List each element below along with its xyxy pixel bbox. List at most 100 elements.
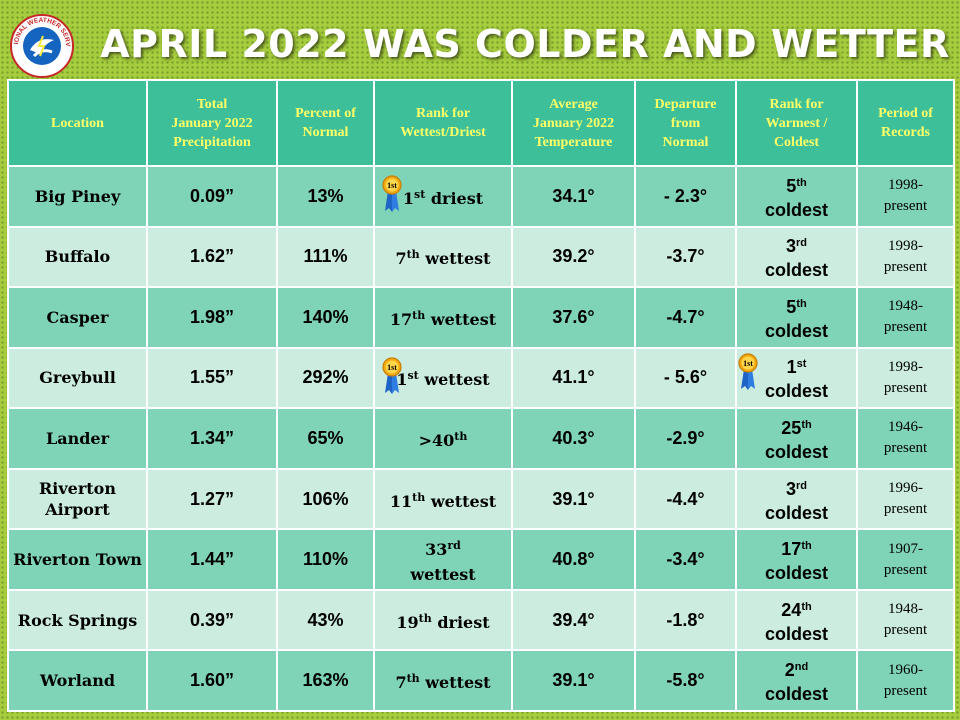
- departure-value: - 5.6°: [663, 367, 708, 388]
- warm-cold-rank-label: coldest: [764, 502, 829, 523]
- location-name: Worland: [39, 671, 116, 691]
- warm-cold-rank-number: 24: [781, 599, 802, 620]
- column-header-text: from: [670, 115, 701, 131]
- table-row: Buffalo 1.62” 111% 7th wettest 39.2° -3.7° 3rd…: [7, 225, 955, 289]
- warm-cold-rank-cell: 1st 1st coldest: [735, 346, 858, 410]
- departure-value: -3.4°: [666, 549, 705, 570]
- warm-cold-rank-ordinal: nd: [794, 661, 809, 674]
- location-cell: Buffalo: [7, 225, 148, 289]
- location-name: Buffalo: [44, 247, 111, 267]
- warm-cold-rank-label: coldest: [764, 441, 829, 462]
- first-place-ribbon-icon: 1st: [382, 175, 402, 212]
- column-header-text: Location: [51, 115, 104, 131]
- percent-normal-cell: 292%: [276, 346, 375, 410]
- wet-dry-rank-number: 1: [402, 188, 414, 208]
- departure-value: -4.4°: [666, 488, 705, 509]
- column-header: Total January 2022 Precipitation: [146, 79, 278, 167]
- period-of-record-cell: 1996- present: [856, 467, 955, 531]
- location-name: Rock Springs: [17, 610, 138, 630]
- departure-value: -2.9°: [666, 427, 705, 448]
- period-end: present: [883, 198, 928, 215]
- column-header-text: Rank for: [769, 96, 824, 112]
- percent-normal-cell: 43%: [276, 588, 375, 652]
- ribbon-label: 1st: [387, 181, 397, 190]
- warm-cold-rank-cell: 2nd coldest: [735, 649, 858, 712]
- precipitation-value: 1.60”: [189, 670, 235, 691]
- precipitation-cell: 0.39”: [146, 588, 278, 652]
- wet-dry-rank-ordinal: rd: [447, 538, 461, 552]
- wet-dry-rank-label: wettest: [425, 673, 491, 693]
- wet-dry-rank-cell: 11th wettest: [373, 467, 513, 531]
- wet-dry-rank-label: driest: [437, 612, 490, 632]
- wet-dry-rank-label: wettest: [430, 309, 497, 329]
- location-name: Greybull: [39, 368, 116, 388]
- column-header-text: Rank for: [415, 106, 471, 121]
- table-row: Riverton Airport 1.27” 106% 11th wettest 39.1…: [7, 467, 955, 531]
- temperature-value: 40.3°: [552, 427, 595, 448]
- temperature-value: 41.1°: [552, 367, 595, 388]
- column-header: Percent of Normal: [276, 79, 375, 167]
- warm-cold-rank-label: coldest: [764, 320, 829, 341]
- departure-cell: -5.8°: [634, 649, 737, 712]
- departure-cell: - 2.3°: [634, 165, 737, 228]
- percent-normal-value: 111%: [303, 246, 348, 267]
- departure-cell: -1.8°: [634, 588, 737, 652]
- precipitation-value: 1.34”: [189, 427, 235, 448]
- period-end: present: [883, 561, 928, 578]
- wet-dry-rank-number: 17: [389, 309, 413, 329]
- period-start: 1998-: [888, 237, 923, 254]
- temperature-cell: 39.1°: [511, 467, 636, 531]
- temperature-cell: 34.1°: [511, 165, 636, 228]
- ribbon-label: 1st: [387, 363, 397, 372]
- precipitation-value: 1.44”: [189, 549, 235, 570]
- location-cell: Big Piney: [7, 165, 148, 228]
- precipitation-cell: 1.60”: [146, 649, 278, 712]
- location-name-line2: Airport: [45, 500, 110, 519]
- column-header-text: Warmest /: [765, 115, 828, 131]
- warm-cold-rank-number: 25: [781, 417, 802, 438]
- period-of-record-cell: 1960- present: [856, 649, 955, 712]
- period-of-record-cell: 1998- present: [856, 346, 955, 410]
- precipitation-cell: 1.98”: [146, 286, 278, 349]
- warm-cold-rank-label: coldest: [764, 684, 829, 705]
- temperature-value: 40.8°: [552, 549, 595, 570]
- location-name: Lander: [45, 428, 110, 448]
- warm-cold-rank-cell: 25th coldest: [735, 407, 858, 470]
- period-start: 1948-: [888, 298, 923, 315]
- temperature-value: 34.1°: [552, 185, 595, 206]
- wet-dry-rank-ordinal: th: [418, 611, 432, 625]
- location-cell: Rock Springs: [7, 588, 148, 652]
- percent-normal-cell: 65%: [276, 407, 375, 470]
- table-row: Casper 1.98” 140% 17th wettest 37.6° -4.7° 5th…: [7, 286, 955, 349]
- percent-normal-value: 65%: [307, 427, 344, 448]
- warm-cold-rank-ordinal: rd: [796, 479, 807, 492]
- precipitation-cell: 1.55”: [146, 346, 278, 410]
- location-name: Riverton Town: [13, 550, 142, 570]
- warm-cold-rank-ordinal: th: [796, 297, 807, 310]
- column-header-text: Total: [196, 96, 228, 112]
- precipitation-value: 1.27”: [189, 488, 235, 509]
- percent-normal-value: 106%: [302, 488, 349, 509]
- departure-value: -3.7°: [666, 246, 705, 267]
- percent-normal-cell: 110%: [276, 528, 375, 591]
- departure-cell: -3.7°: [634, 225, 737, 289]
- period-of-record-cell: 1998- present: [856, 225, 955, 289]
- period-of-record-cell: 1907- present: [856, 528, 955, 591]
- wet-dry-rank-number: 1: [396, 370, 408, 390]
- departure-cell: -4.7°: [634, 286, 737, 349]
- wet-dry-rank-number: 7: [395, 249, 407, 269]
- period-end: present: [883, 622, 928, 639]
- precipitation-cell: 0.09”: [146, 165, 278, 228]
- percent-normal-value: 163%: [302, 670, 349, 691]
- wet-dry-rank-ordinal: th: [406, 248, 420, 262]
- departure-value: -5.8°: [666, 670, 705, 691]
- percent-normal-cell: 111%: [276, 225, 375, 289]
- column-header: Average January 2022 Temperature: [511, 79, 636, 167]
- wet-dry-rank-number: 19: [396, 612, 419, 632]
- warm-cold-rank-ordinal: rd: [796, 237, 807, 250]
- column-header-text: January 2022: [171, 115, 253, 131]
- table-row: Riverton Town 1.44” 110% 33rd wettest 40.8° -3…: [7, 528, 955, 591]
- precipitation-value: 1.98”: [189, 306, 235, 327]
- table-row: Greybull 1.55” 292% 1st 1st wettest 41.1° - 5.…: [7, 346, 955, 410]
- temperature-cell: 41.1°: [511, 346, 636, 410]
